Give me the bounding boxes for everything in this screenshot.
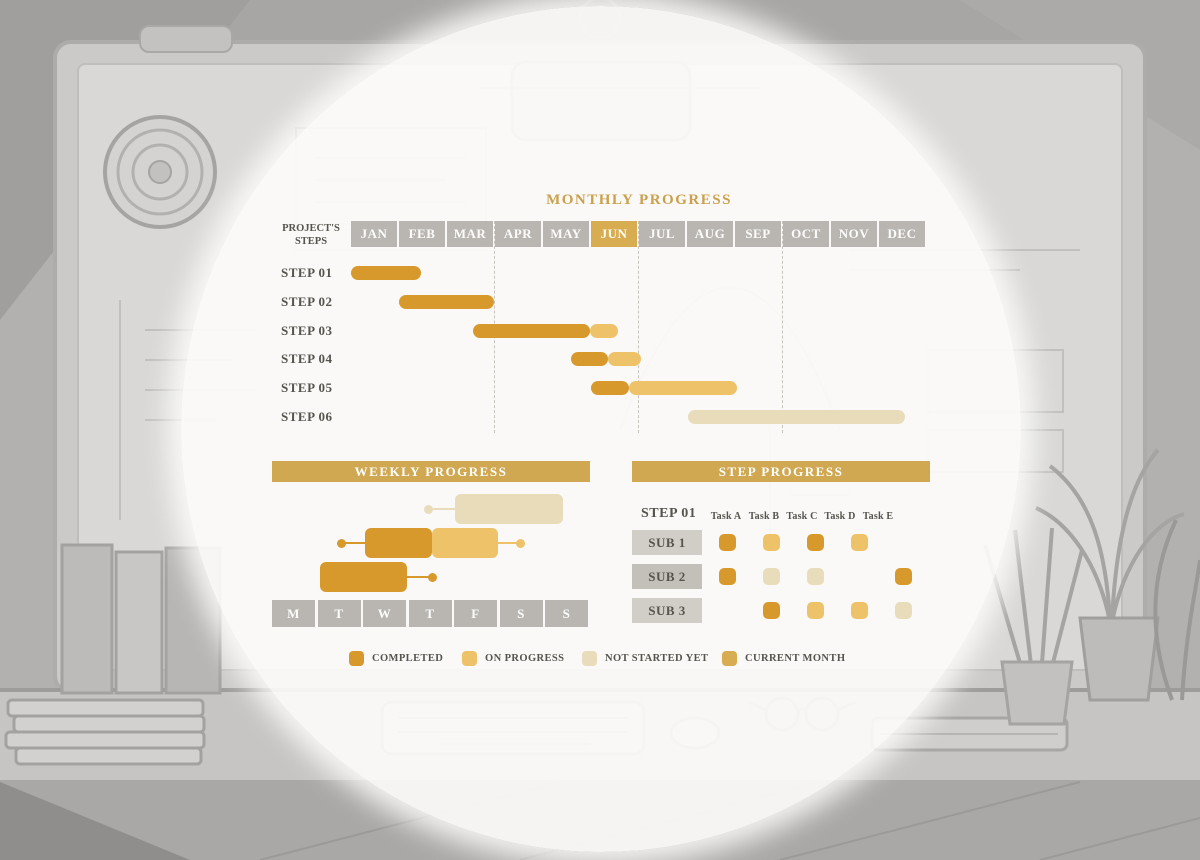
- gantt-bar-segment: [628, 381, 737, 396]
- weekly-whisker-point: [336, 538, 346, 548]
- month-header-row: JAN FEB MAR APR MAY JUN JUL AUG SEP OCT NOV DEC: [351, 221, 925, 247]
- clock-sketch: [103, 115, 217, 229]
- legend-item: COMPLETED: [349, 651, 443, 666]
- month-cell: JUL: [639, 221, 685, 247]
- status-dot: [851, 534, 868, 551]
- weekly-whisker-line: [498, 542, 521, 544]
- legend-item: CURRENT MONTH: [722, 651, 845, 666]
- legend-label: CURRENT MONTH: [745, 653, 846, 664]
- projects-steps-axis-label: PROJECT'S STEPS: [282, 223, 340, 248]
- gantt-bar-segment: [399, 294, 495, 309]
- gantt-row-label: STEP 04: [281, 351, 333, 367]
- month-cell: NOV: [831, 221, 877, 247]
- legend-swatch: [582, 651, 597, 666]
- month-cell-current: JUN: [591, 221, 637, 247]
- month-cell: AUG: [687, 221, 733, 247]
- status-dot: [895, 602, 912, 619]
- gantt-row-label: STEP 06: [281, 409, 333, 424]
- status-dot: [719, 568, 736, 585]
- gantt-bar-segment: [607, 352, 641, 367]
- legend-item: ON PROGRESS: [462, 651, 564, 666]
- legend-item: NOT STARTED YET: [582, 651, 708, 666]
- status-dot: [763, 602, 780, 619]
- gantt-row-label: STEP 05: [281, 380, 333, 396]
- legend-label: NOT STARTED YET: [605, 653, 709, 664]
- weekly-box-segment: [454, 494, 564, 524]
- sub-row-label: SUB 3: [632, 598, 702, 623]
- weekly-box-segment: [364, 528, 433, 558]
- month-cell: DEC: [879, 221, 925, 247]
- gantt-row-label: STEP 03: [281, 322, 333, 338]
- weekly-progress-header: WEEKLY PROGRESS: [272, 461, 590, 482]
- weekly-box-segment: [319, 562, 408, 592]
- day-cell: M: [272, 600, 315, 627]
- monthly-progress-title: MONTHLY PROGRESS: [546, 192, 732, 208]
- day-cell: S: [499, 600, 543, 627]
- task-column-header: Task E: [862, 511, 894, 522]
- month-cell: SEP: [735, 221, 781, 247]
- legend-swatch: [722, 651, 737, 666]
- weekly-box-segment: [432, 528, 499, 558]
- month-cell: FEB: [399, 221, 445, 247]
- sub-row-label: SUB 2: [632, 564, 702, 589]
- task-column-header: Task B: [748, 511, 780, 522]
- legend-label: ON PROGRESS: [485, 653, 565, 664]
- legend-swatch: [462, 651, 477, 666]
- status-dot: [851, 602, 868, 619]
- status-dot: [807, 534, 824, 551]
- day-cell: S: [545, 600, 588, 627]
- weekly-whisker-line: [341, 542, 365, 544]
- status-dot: [895, 568, 912, 585]
- gantt-bar-segment: [351, 266, 421, 280]
- weekly-whisker-point: [516, 538, 526, 548]
- sub-row-label: SUB 1: [632, 530, 702, 555]
- gantt-bar-segment: [687, 410, 905, 424]
- gantt-bar-segment: [472, 323, 591, 338]
- day-cell: W: [363, 600, 406, 627]
- month-cell: OCT: [783, 221, 829, 247]
- legend-label: COMPLETED: [372, 653, 444, 664]
- status-dot: [719, 534, 736, 551]
- gantt-row-label: STEP 02: [281, 293, 333, 309]
- day-cell: T: [408, 600, 452, 627]
- weekly-whisker-point: [427, 572, 437, 582]
- month-cell: APR: [495, 221, 541, 247]
- quarter-gridline: [638, 221, 639, 433]
- day-cell: F: [454, 600, 497, 627]
- weekly-whisker-point: [423, 504, 433, 514]
- gantt-row-label: STEP 01: [281, 265, 333, 280]
- month-cell: JAN: [351, 221, 397, 247]
- gantt-bar-segment: [590, 323, 618, 338]
- status-dot: [807, 568, 824, 585]
- task-column-header: Task C: [786, 511, 818, 522]
- status-dot: [807, 602, 824, 619]
- month-cell: MAR: [447, 221, 493, 247]
- status-dot: [763, 568, 780, 585]
- step-progress-header: STEP PROGRESS: [632, 461, 930, 482]
- weekly-whisker-line: [407, 576, 433, 578]
- task-column-header: Task A: [710, 511, 742, 522]
- spotlight-circle: [181, 6, 1021, 852]
- task-column-header: Task D: [824, 511, 856, 522]
- day-cell: T: [317, 600, 361, 627]
- gantt-bar-segment: [591, 381, 629, 396]
- gantt-bar-segment: [570, 352, 608, 367]
- legend-swatch: [349, 651, 364, 666]
- weekly-whisker-line: [428, 508, 455, 510]
- quarter-gridline: [782, 221, 783, 433]
- status-dot: [763, 534, 780, 551]
- month-cell: MAY: [543, 221, 589, 247]
- step-progress-step-label: STEP 01: [641, 506, 697, 521]
